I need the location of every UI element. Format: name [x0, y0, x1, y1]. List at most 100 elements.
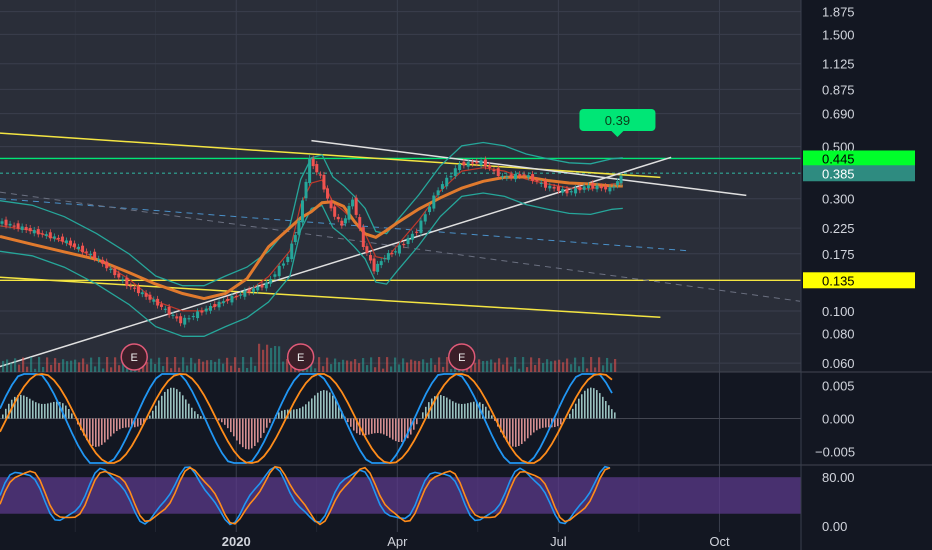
- volume-bar: [262, 349, 265, 372]
- candle-body: [492, 170, 496, 172]
- volume-bar: [330, 364, 333, 372]
- candle-body: [256, 286, 260, 291]
- macd-histogram-bar: [173, 387, 175, 419]
- macd-histogram-bar: [407, 418, 409, 439]
- candle-body: [496, 168, 500, 177]
- macd-histogram-bar: [374, 418, 376, 434]
- candle-body: [329, 200, 333, 209]
- volume-bar: [570, 364, 573, 372]
- macd-histogram-bar: [500, 418, 502, 433]
- volume-bar: [382, 368, 385, 372]
- candle-body: [379, 261, 383, 266]
- volume-bar: [370, 357, 373, 372]
- candle-body: [365, 246, 369, 253]
- time-tick-label: Jul: [550, 534, 567, 549]
- candle-body: [175, 316, 179, 319]
- volume-bar: [606, 357, 609, 372]
- macd-histogram-bar: [17, 395, 19, 419]
- candle-body: [470, 162, 474, 164]
- macd-histogram-bar: [80, 418, 82, 431]
- candle-body: [281, 263, 285, 266]
- macd-histogram-bar: [41, 403, 43, 419]
- earnings-marker-2[interactable]: [447, 343, 476, 371]
- volume-bar: [14, 358, 17, 372]
- time-axis[interactable]: 2020 Apr Jul Oct: [222, 534, 730, 549]
- candle-body: [187, 318, 191, 320]
- candle-body: [462, 161, 466, 166]
- macd-histogram-bar: [392, 418, 394, 440]
- volume-bar: [362, 358, 365, 372]
- volume-bar: [350, 361, 353, 372]
- macd-histogram-bar: [458, 403, 460, 419]
- candle-body: [368, 255, 372, 261]
- macd-histogram-bar: [401, 418, 403, 442]
- candle-body: [221, 301, 225, 304]
- stochastic-band: [0, 477, 801, 514]
- candle-body: [318, 174, 322, 176]
- macd-histogram-bar: [197, 414, 199, 419]
- candle-body: [68, 240, 72, 246]
- macd-histogram-bar: [260, 418, 262, 438]
- volume-bar: [82, 358, 85, 372]
- macd-histogram-bar: [452, 401, 454, 419]
- volume-bar: [230, 365, 233, 372]
- macd-histogram-bar: [236, 418, 238, 441]
- macd-histogram-bar: [119, 418, 121, 430]
- candle-body: [505, 176, 509, 178]
- macd-histogram-bar: [194, 411, 196, 419]
- candle-body: [81, 245, 85, 253]
- volume-bar: [274, 345, 277, 372]
- macd-histogram-bar: [233, 418, 235, 437]
- candle-body: [179, 316, 183, 324]
- candle-body: [513, 173, 517, 180]
- macd-histogram-bar: [224, 418, 226, 425]
- candle-body: [351, 199, 355, 207]
- macd-histogram-bar: [281, 410, 283, 419]
- candle-body: [582, 186, 586, 190]
- candle-body: [475, 161, 479, 164]
- volume-bar: [358, 363, 361, 372]
- candle-body: [586, 185, 590, 189]
- macd-histogram-bar: [284, 409, 286, 419]
- volume-bar: [254, 365, 257, 372]
- time-tick-label: Oct: [709, 534, 730, 549]
- macd-histogram-bar: [53, 401, 55, 419]
- macd-histogram-bar: [464, 403, 466, 419]
- volume-bar: [526, 367, 529, 372]
- earnings-marker-1[interactable]: [286, 343, 315, 371]
- macd-histogram-bar: [98, 418, 100, 447]
- candle-body: [509, 174, 513, 178]
- volume-bar: [78, 362, 81, 372]
- macd-histogram-bar: [92, 418, 94, 447]
- main-pane-background: [0, 0, 801, 372]
- candle-body: [552, 186, 556, 189]
- macd-histogram-bar: [425, 406, 427, 419]
- candle-body: [269, 278, 273, 284]
- volume-bar: [378, 357, 381, 372]
- candle-body: [152, 299, 156, 302]
- macd-histogram-bar: [305, 404, 307, 419]
- macd-histogram-bar: [356, 418, 358, 434]
- volume-bar: [566, 358, 569, 372]
- macd-histogram-bar: [560, 418, 562, 425]
- earnings-marker-0[interactable]: [120, 343, 148, 371]
- macd-histogram-bar: [596, 390, 598, 419]
- volume-bar: [562, 362, 565, 372]
- candle-body: [376, 263, 380, 272]
- volume-bar: [54, 358, 57, 372]
- macd-histogram-bar: [29, 398, 31, 419]
- volume-bar: [166, 357, 169, 372]
- macd-histogram-bar: [584, 390, 586, 419]
- candle-body: [501, 176, 505, 178]
- volume-bar: [610, 363, 613, 372]
- candle-body: [85, 251, 89, 253]
- volume-bar: [2, 360, 5, 372]
- candle-body: [300, 200, 304, 223]
- earnings-marker-label: E: [131, 352, 138, 364]
- macd-tick-label: 0.005: [822, 378, 855, 393]
- candle-body: [156, 298, 160, 306]
- candle-body: [423, 214, 427, 222]
- candle-body: [247, 289, 251, 293]
